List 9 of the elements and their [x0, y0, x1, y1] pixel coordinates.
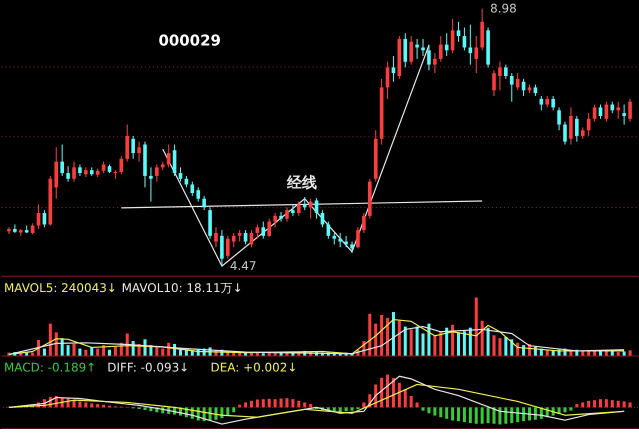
text: MAVOL5: 240043↓ [4, 280, 117, 295]
annotation: 8.98 [490, 2, 517, 16]
text: DIFF: -0.093↓ [107, 360, 190, 375]
text: MACD: -0.189↑ [4, 360, 96, 375]
series-label: 经线 [286, 174, 317, 192]
annotation: 4.47 [230, 259, 256, 274]
text: MAVOL10: 18.11万↓ [122, 280, 243, 295]
text: DEA: +0.002↓ [210, 360, 298, 375]
text: 000029 [158, 32, 221, 50]
